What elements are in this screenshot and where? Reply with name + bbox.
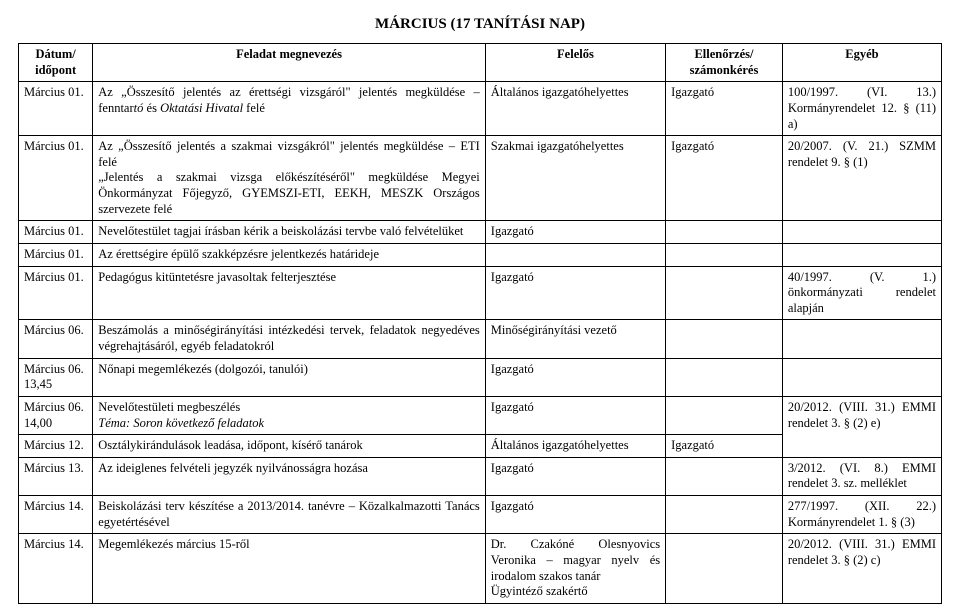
cell-task: Megemlékezés március 15-ről [93,534,486,604]
cell-task: Pedagógus kitüntetésre javasoltak felter… [93,266,486,320]
cell-check [666,243,783,266]
cell-task: Nevelőtestületi megbeszélés Téma: Soron … [93,396,486,434]
th-check: Ellenőrzés/ számonkérés [666,44,783,82]
table-row: Március 01. Az „Összesítő jelentés az ér… [19,82,942,136]
cell-task: Nőnapi megemlékezés (dolgozói, tanulói) [93,358,486,396]
cell-date: Március 01. [19,266,93,320]
cell-check [666,457,783,495]
cell-other [782,358,941,396]
cell-resp: Általános igazgatóhelyettes [485,435,665,458]
cell-date: Március 01. [19,136,93,221]
cell-resp: Igazgató [485,358,665,396]
cell-date: Március 01. [19,221,93,244]
table-header-row: Dátum/ időpont Feladat megnevezés Felelő… [19,44,942,82]
cell-check [666,320,783,358]
cell-other: 277/1997. (XII. 22.) Kormányrendelet 1. … [782,496,941,534]
table-row: Március 01. Az „Összesítő jelentés a sza… [19,136,942,221]
cell-check: Igazgató [666,82,783,136]
table-row: Március 12. Osztálykirándulások leadása,… [19,435,942,458]
cell-resp: Dr. Czakóné Olesnyovics Veronika – magya… [485,534,665,604]
cell-other: 20/2012. (VIII. 31.) EMMI rendelet 3. § … [782,534,941,604]
table-row: Március 14. Megemlékezés március 15-ről … [19,534,942,604]
cell-task: Az „Összesítő jelentés a szakmai vizsgák… [93,136,486,221]
cell-other: 20/2007. (V. 21.) SZMM rendelet 9. § (1) [782,136,941,221]
cell-resp: Igazgató [485,496,665,534]
cell-resp: Igazgató [485,266,665,320]
cell-resp [485,243,665,266]
cell-date: Március 13. [19,457,93,495]
table-row: Március 13. Az ideiglenes felvételi jegy… [19,457,942,495]
page-title: MÁRCIUS (17 TANÍTÁSI NAP) [18,16,942,33]
th-task: Feladat megnevezés [93,44,486,82]
cell-task: Az „Összesítő jelentés az érettségi vizs… [93,82,486,136]
table-row: Március 06. 13,45 Nőnapi megemlékezés (d… [19,358,942,396]
cell-check [666,358,783,396]
cell-other: 100/1997. (VI. 13.) Kormányrendelet 12. … [782,82,941,136]
cell-date: Március 12. [19,435,93,458]
th-other: Egyéb [782,44,941,82]
cell-date: Március 01. [19,82,93,136]
cell-check [666,534,783,604]
table-row: Március 06. Beszámolás a minőségirányítá… [19,320,942,358]
cell-resp: Igazgató [485,221,665,244]
cell-task: Nevelőtestület tagjai írásban kérik a be… [93,221,486,244]
cell-date: Március 06. 14,00 [19,396,93,434]
cell-resp: Szakmai igazgatóhelyettes [485,136,665,221]
cell-check [666,496,783,534]
title-main: MÁRCIUS (17 [375,16,474,32]
cell-other [782,243,941,266]
cell-task: Az érettségire épülő szakképzésre jelent… [93,243,486,266]
cell-date: Március 06. [19,320,93,358]
cell-other [782,221,941,244]
cell-other: 40/1997. (V. 1.) önkormányzati rendelet … [782,266,941,320]
cell-other [782,320,941,358]
cell-date: Március 01. [19,243,93,266]
cell-date: Március 14. [19,496,93,534]
table-row: Március 14. Beiskolázási terv készítése … [19,496,942,534]
cell-check [666,396,783,434]
cell-date: Március 06. 13,45 [19,358,93,396]
cell-task: Osztálykirándulások leadása, időpont, kí… [93,435,486,458]
cell-check [666,221,783,244]
cell-check: Igazgató [666,435,783,458]
cell-task: Az ideiglenes felvételi jegyzék nyilváno… [93,457,486,495]
table-row: Március 01. Nevelőtestület tagjai írásba… [19,221,942,244]
table-row: Március 06. 14,00 Nevelőtestületi megbes… [19,396,942,434]
cell-other: 3/2012. (VI. 8.) EMMI rendelet 3. sz. me… [782,457,941,495]
cell-other [782,435,941,458]
table-row: Március 01. Pedagógus kitüntetésre javas… [19,266,942,320]
th-resp: Felelős [485,44,665,82]
cell-other: 20/2012. (VIII. 31.) EMMI rendelet 3. § … [782,396,941,434]
title-rest: TANÍTÁSI NAP) [474,16,585,32]
cell-date: Március 14. [19,534,93,604]
cell-check: Igazgató [666,136,783,221]
cell-task: Beiskolázási terv készítése a 2013/2014.… [93,496,486,534]
table-row: Március 01. Az érettségire épülő szakkép… [19,243,942,266]
th-date: Dátum/ időpont [19,44,93,82]
schedule-table: Dátum/ időpont Feladat megnevezés Felelő… [18,43,942,604]
cell-check [666,266,783,320]
cell-task: Beszámolás a minőségirányítási intézkedé… [93,320,486,358]
cell-resp: Általános igazgatóhelyettes [485,82,665,136]
cell-resp: Igazgató [485,457,665,495]
cell-resp: Minőségirányítási vezető [485,320,665,358]
cell-resp: Igazgató [485,396,665,434]
